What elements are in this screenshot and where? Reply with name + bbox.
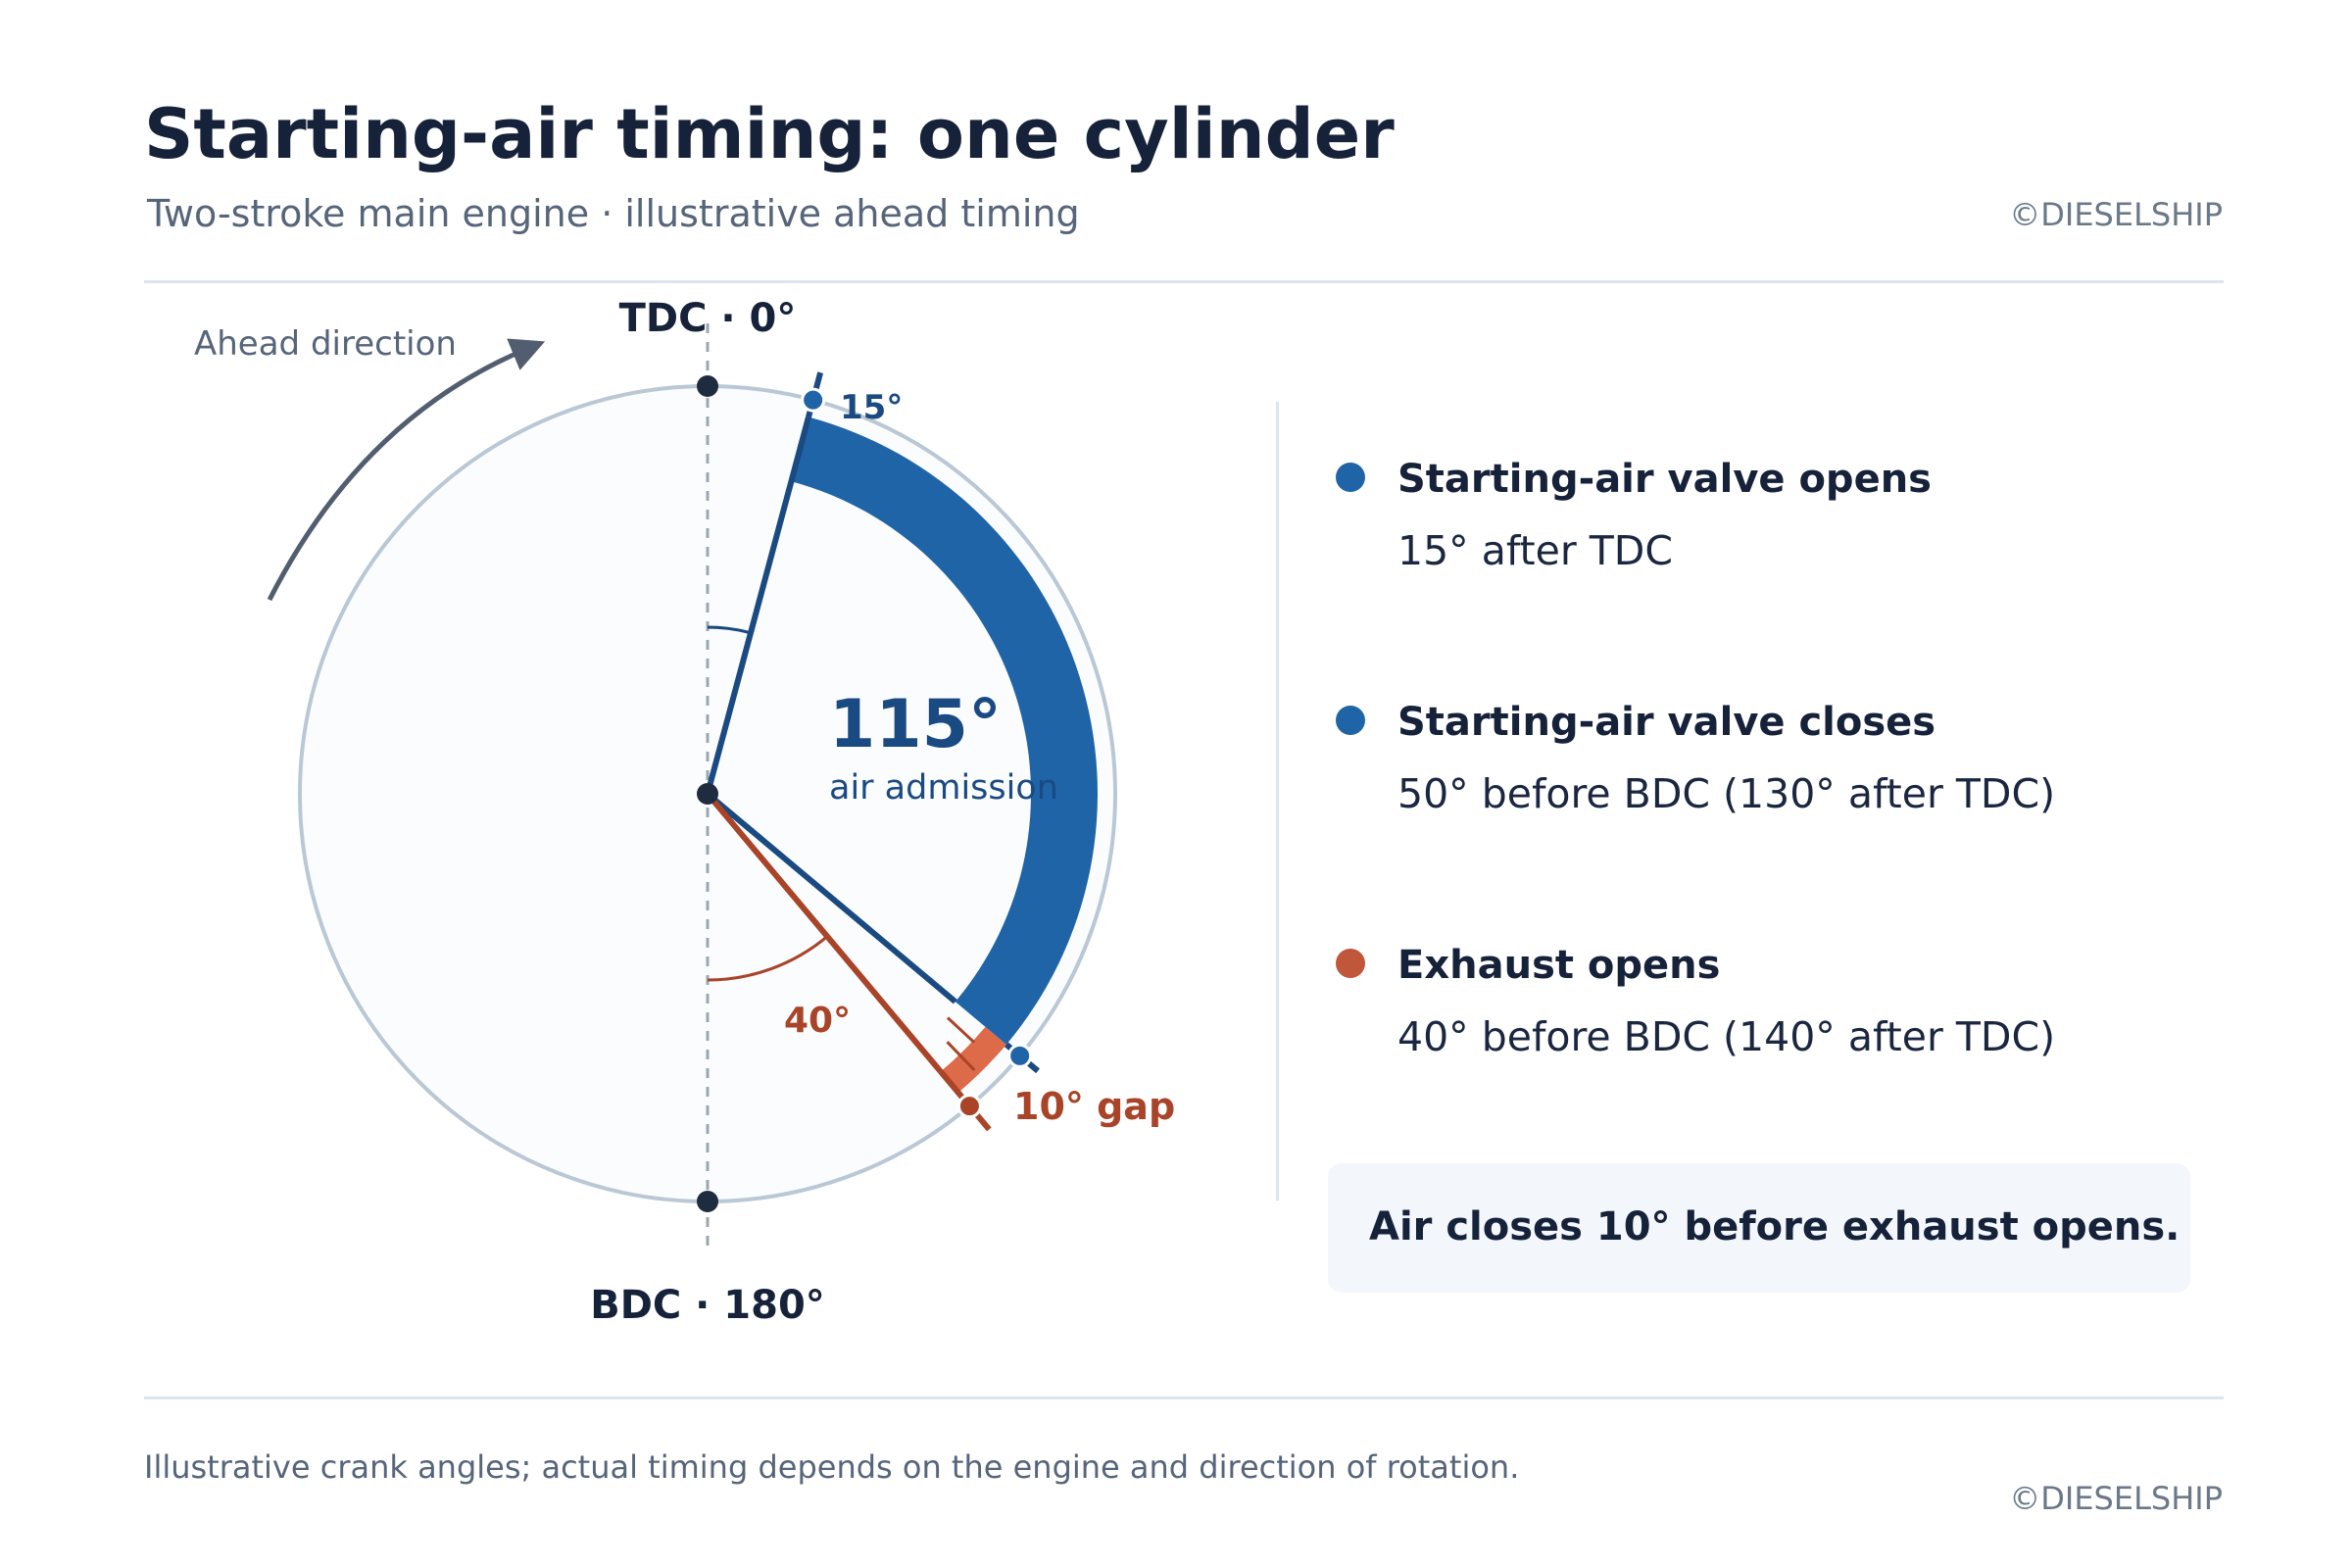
- summary-callout: Air closes 10° before exhaust opens.: [1328, 1163, 2190, 1293]
- air-opens-legend-dot: [1336, 463, 1365, 492]
- air-open-angle-arc: [707, 625, 752, 635]
- event-detail: 40° before BDC (140° after TDC): [1397, 1013, 2056, 1060]
- ahead-direction-label: Ahead direction: [194, 324, 457, 364]
- bdc-point: [697, 1191, 718, 1212]
- tdc-point: [697, 375, 718, 397]
- exhaust-opens-legend-dot: [1336, 949, 1365, 978]
- air-open-angle-label: 15°: [840, 388, 903, 427]
- admission-value: 115°: [829, 686, 1002, 763]
- air-closes-dot: [1007, 1043, 1033, 1068]
- exhaust-opens-dot: [956, 1094, 982, 1119]
- event-detail: 50° before BDC (130° after TDC): [1397, 770, 2056, 817]
- air-admission-band: [791, 416, 1098, 1045]
- bdc-label: BDC · 180°: [590, 1283, 825, 1328]
- tdc-label: TDC · 0°: [619, 296, 797, 341]
- exhaust-angle-label: 40°: [784, 1001, 851, 1041]
- page-subtitle: Two-stroke main engine · illustrative ah…: [147, 192, 1080, 235]
- exhaust-opens-line: [705, 792, 944, 1074]
- exhaust-angle-arc: [707, 935, 829, 982]
- crank-centre-point: [697, 783, 718, 805]
- ahead-direction-arrow: [267, 338, 546, 602]
- air-opens-line: [705, 416, 811, 795]
- bottom-divider: [144, 1396, 2224, 1399]
- event-title: Starting-air valve closes: [1397, 700, 1936, 745]
- gap-label: 10° gap: [1013, 1085, 1175, 1128]
- air-closes-line: [706, 791, 957, 1004]
- summary-callout-text: Air closes 10° before exhaust opens.: [1369, 1204, 2180, 1250]
- copyright-top: ©DIESELSHIP: [2009, 196, 2223, 233]
- gap-band: [940, 1026, 1006, 1093]
- event-title: Exhaust opens: [1397, 943, 1721, 988]
- event-detail: 15° after TDC: [1397, 527, 1673, 574]
- admission-label: air admission: [829, 768, 1058, 808]
- event-title: Starting-air valve opens: [1397, 457, 1932, 502]
- gap-marker-left: [946, 1016, 976, 1044]
- gap-marker-right: [946, 1041, 976, 1072]
- air-opens-dot: [801, 387, 826, 413]
- top-divider: [144, 280, 2224, 283]
- footnote: Illustrative crank angles; actual timing…: [144, 1448, 1520, 1486]
- page-title: Starting-air timing: one cylinder: [144, 94, 1395, 174]
- copyright-bottom: ©DIESELSHIP: [2009, 1480, 2223, 1517]
- timing-diagram: TDC · 0° BDC · 180° Ahead direction 15° …: [194, 296, 1175, 1328]
- air-closes-legend-dot: [1336, 706, 1365, 735]
- panel-divider: [1276, 402, 1279, 1200]
